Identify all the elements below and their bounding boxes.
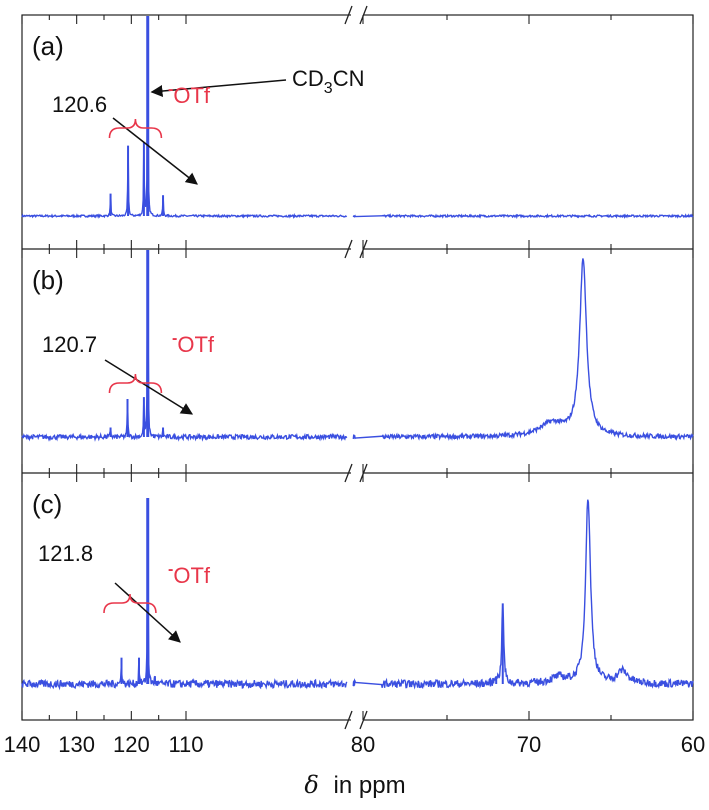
otf-label: -OTf (168, 81, 211, 108)
shift-arrow (114, 582, 181, 643)
spectra-group (21, 16, 694, 691)
shift-label: 120.6 (52, 92, 107, 117)
spectrum-trace-c (21, 542, 348, 691)
otf-charge: - (168, 561, 173, 578)
otf-text: OTf (173, 83, 211, 108)
otf-bracket (108, 373, 163, 394)
otf-charge: - (168, 81, 173, 98)
solvent-arrow (150, 79, 287, 98)
otf-label: -OTf (172, 330, 215, 357)
shift-label: 120.7 (42, 332, 97, 357)
axis-break-mark (344, 463, 353, 483)
shift-arrow (104, 359, 194, 415)
x-axis-label: δ in ppm (304, 771, 405, 799)
solvent-label: CD3CN (292, 66, 364, 97)
otf-label: -OTf (168, 561, 211, 588)
axis-break-gap (351, 5, 364, 25)
otf-bracket (108, 118, 163, 139)
axis-break-gap (351, 463, 364, 483)
x-tick-label: 140 (4, 732, 41, 757)
x-tick-label: 60 (681, 732, 705, 757)
axis-break-mark (344, 710, 353, 730)
delta-symbol: δ (304, 771, 318, 799)
panel-label: (a) (32, 31, 64, 61)
x-tick-label: 80 (351, 732, 375, 757)
spectrum-trace-b (352, 258, 694, 442)
otf-charge: - (172, 330, 177, 347)
axis-break-gap (351, 239, 364, 259)
otf-text: OTf (173, 563, 211, 588)
spectrum-trace-a (21, 62, 348, 219)
spectrum-trace-c (352, 499, 694, 690)
x-tick-label: 70 (517, 732, 541, 757)
x-axis-unit: in ppm (334, 772, 406, 799)
panel-label: (c) (32, 489, 62, 519)
x-axis-ticks: 140 130 120 110 80 70 60 (4, 15, 705, 757)
axis-break-gap (351, 710, 364, 730)
axis-break-mark (344, 5, 353, 25)
spectrum-trace-b (21, 269, 348, 442)
panel-label: (b) (32, 265, 64, 295)
axis-break-mark (344, 239, 353, 259)
spectrum-trace-a (352, 213, 694, 220)
x-tick-label: 110 (168, 732, 203, 757)
shift-arrow (112, 117, 198, 185)
otf-text: OTf (177, 332, 215, 357)
otf-bracket (103, 593, 157, 614)
x-tick-label: 120 (113, 732, 150, 757)
shift-label: 121.8 (38, 541, 93, 566)
x-tick-label: 130 (58, 732, 95, 757)
